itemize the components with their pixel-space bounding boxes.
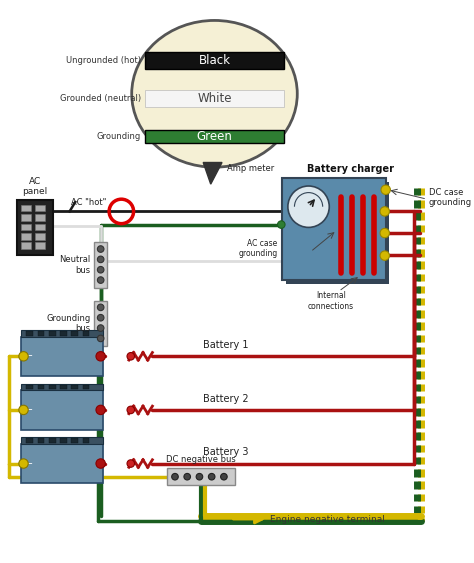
Polygon shape — [203, 163, 222, 184]
FancyBboxPatch shape — [21, 337, 103, 376]
Text: Neutral
bus: Neutral bus — [59, 256, 91, 275]
Text: DC case
grounding: DC case grounding — [429, 188, 472, 207]
FancyBboxPatch shape — [145, 52, 284, 69]
Circle shape — [19, 459, 28, 468]
Circle shape — [19, 405, 28, 414]
FancyBboxPatch shape — [286, 182, 390, 284]
Text: Battery 3: Battery 3 — [203, 447, 248, 457]
Text: Grounding
bus: Grounding bus — [46, 314, 91, 333]
Text: Grounded (neutral): Grounded (neutral) — [60, 94, 141, 103]
FancyBboxPatch shape — [35, 224, 45, 230]
Circle shape — [380, 229, 390, 238]
FancyBboxPatch shape — [94, 301, 107, 346]
Circle shape — [96, 351, 105, 361]
FancyBboxPatch shape — [94, 243, 107, 288]
FancyBboxPatch shape — [27, 385, 33, 389]
FancyBboxPatch shape — [72, 331, 78, 336]
Circle shape — [97, 304, 104, 311]
Text: −: − — [25, 351, 33, 361]
FancyBboxPatch shape — [83, 438, 90, 443]
FancyBboxPatch shape — [21, 233, 31, 240]
FancyBboxPatch shape — [72, 438, 78, 443]
Text: AC case
grounding: AC case grounding — [238, 239, 277, 258]
FancyBboxPatch shape — [21, 383, 103, 390]
FancyBboxPatch shape — [282, 178, 386, 280]
FancyBboxPatch shape — [60, 438, 67, 443]
FancyBboxPatch shape — [17, 200, 53, 254]
FancyBboxPatch shape — [60, 385, 67, 389]
FancyBboxPatch shape — [21, 205, 31, 212]
Circle shape — [127, 406, 135, 414]
FancyBboxPatch shape — [35, 215, 45, 221]
Text: −: − — [25, 405, 33, 415]
Circle shape — [184, 473, 191, 480]
Text: −: − — [25, 458, 33, 468]
Circle shape — [380, 207, 390, 216]
Circle shape — [97, 325, 104, 332]
Text: Battery 2: Battery 2 — [203, 394, 248, 404]
Text: Battery 1: Battery 1 — [203, 340, 248, 350]
FancyBboxPatch shape — [21, 437, 103, 444]
Circle shape — [127, 460, 135, 467]
FancyBboxPatch shape — [27, 331, 33, 336]
Text: White: White — [197, 92, 232, 105]
FancyBboxPatch shape — [49, 438, 55, 443]
FancyBboxPatch shape — [35, 243, 45, 249]
Circle shape — [96, 459, 105, 468]
FancyBboxPatch shape — [145, 129, 284, 143]
Circle shape — [96, 405, 105, 414]
Text: Engine negative terminal: Engine negative terminal — [270, 515, 385, 524]
FancyBboxPatch shape — [49, 385, 55, 389]
FancyBboxPatch shape — [167, 468, 235, 485]
Circle shape — [97, 277, 104, 283]
FancyBboxPatch shape — [49, 331, 55, 336]
Text: Battery charger: Battery charger — [308, 164, 394, 174]
Circle shape — [97, 246, 104, 252]
FancyBboxPatch shape — [21, 243, 31, 249]
Circle shape — [172, 473, 178, 480]
Circle shape — [209, 473, 215, 480]
FancyBboxPatch shape — [21, 224, 31, 230]
FancyBboxPatch shape — [145, 90, 284, 107]
Circle shape — [97, 266, 104, 273]
Circle shape — [196, 473, 203, 480]
Text: Internal
connections: Internal connections — [308, 292, 354, 311]
Circle shape — [288, 186, 329, 227]
Text: AC "hot": AC "hot" — [72, 198, 107, 207]
FancyBboxPatch shape — [72, 385, 78, 389]
Circle shape — [380, 251, 390, 260]
FancyBboxPatch shape — [21, 215, 31, 221]
FancyBboxPatch shape — [37, 331, 44, 336]
FancyBboxPatch shape — [37, 385, 44, 389]
Text: Ungrounded (hot): Ungrounded (hot) — [66, 56, 141, 65]
FancyBboxPatch shape — [21, 330, 103, 337]
Ellipse shape — [132, 20, 297, 167]
Circle shape — [381, 185, 391, 194]
Text: DC negative bus: DC negative bus — [166, 455, 236, 464]
FancyBboxPatch shape — [60, 331, 67, 336]
Circle shape — [277, 221, 285, 229]
Circle shape — [97, 335, 104, 342]
FancyBboxPatch shape — [35, 205, 45, 212]
Text: AC
panel: AC panel — [22, 177, 47, 196]
Circle shape — [97, 256, 104, 263]
Text: Green: Green — [197, 129, 232, 142]
Text: Grounding: Grounding — [97, 132, 141, 141]
FancyBboxPatch shape — [21, 390, 103, 430]
Text: Amp meter: Amp meter — [228, 164, 275, 173]
FancyBboxPatch shape — [83, 385, 90, 389]
FancyBboxPatch shape — [35, 233, 45, 240]
FancyBboxPatch shape — [21, 444, 103, 483]
Circle shape — [97, 314, 104, 321]
FancyBboxPatch shape — [27, 438, 33, 443]
Circle shape — [19, 351, 28, 361]
Text: Black: Black — [199, 55, 230, 68]
Circle shape — [220, 473, 227, 480]
FancyBboxPatch shape — [83, 331, 90, 336]
FancyBboxPatch shape — [37, 438, 44, 443]
Circle shape — [127, 352, 135, 360]
